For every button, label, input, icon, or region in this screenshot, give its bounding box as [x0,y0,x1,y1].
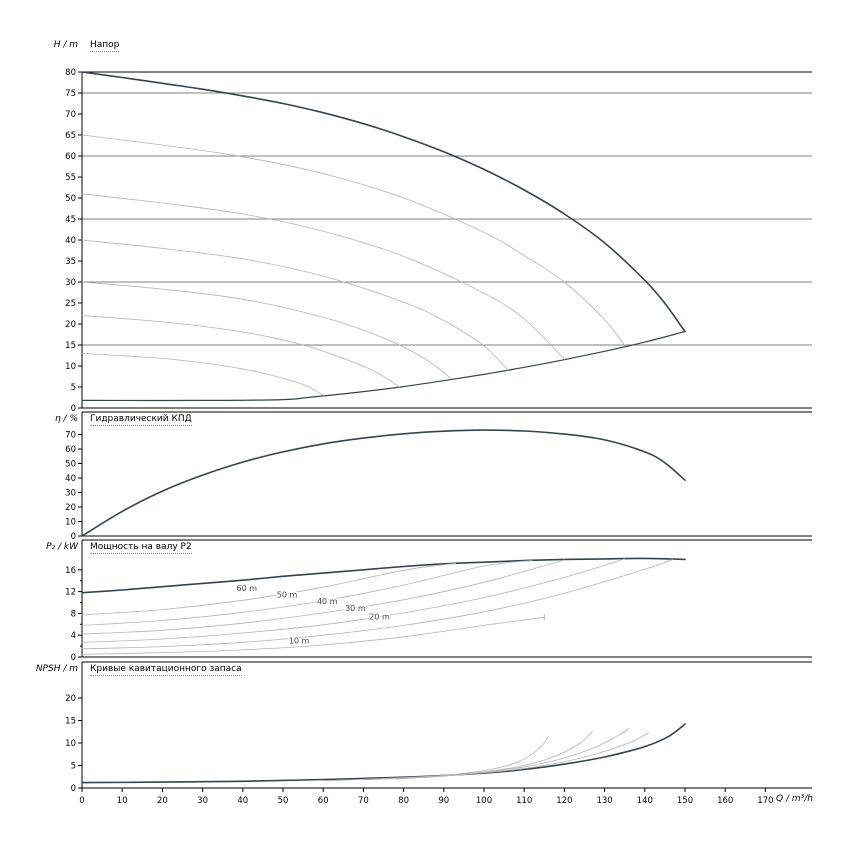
x-tick-label: 90 [438,796,449,806]
y-tick-label: 5 [71,762,76,772]
x-tick-label: 110 [516,796,532,806]
curve-efficiency [81,429,686,537]
y-tick-label: 30 [65,278,76,288]
x-tick-label: 20 [157,796,168,806]
curve-npsh-reduced-2 [363,730,593,781]
y-tick-label: 20 [65,694,76,704]
curve-label-power-30m: 30 m [345,604,366,613]
curve-label-power-10m: 10 m [289,636,310,645]
x-tick-label: 140 [637,796,653,806]
y-tick-label: 75 [65,89,76,99]
y-tick-label: 70 [65,110,76,120]
curve-label-power-20m: 20 m [369,612,390,621]
y-tick-label: 10 [65,518,76,528]
y-tick-label: 20 [65,503,76,513]
y-tick-label: 40 [65,236,76,246]
y-tick-label: 70 [65,431,76,441]
y-tick-label: 25 [65,299,76,309]
curve-power-20m [81,559,674,650]
power-axis-label: P₂ / kW [46,542,78,552]
x-tick-label: 30 [197,796,208,806]
curve-power-10m [81,616,545,655]
x-tick-label: 170 [757,796,773,806]
curve-max-speed-power [81,557,686,594]
x-tick-label: 130 [596,796,612,806]
curve-label-power-40m: 40 m [317,597,338,606]
x-tick-label: 40 [237,796,248,806]
y-tick-label: 55 [65,173,76,183]
efficiency-axis-label: η / % [54,414,78,424]
curve-speed-curve-22 [81,315,400,388]
x-tick-label: 120 [556,796,572,806]
y-tick-label: 12 [65,588,76,598]
curve-speed-curve-65 [81,134,626,346]
x-tick-label: 10 [117,796,128,806]
x-tick-label: 150 [677,796,693,806]
y-tick-label: 8 [71,609,76,619]
x-tick-label: 50 [278,796,289,806]
y-tick-label: 40 [65,474,76,484]
x-tick-label: 60 [318,796,329,806]
x-tick-label: 80 [398,796,409,806]
curve-speed-curve-51 [81,193,565,360]
y-tick-label: 80 [65,68,76,78]
y-tick-label: 0 [71,532,76,542]
y-tick-label: 16 [65,566,76,576]
curve-label-power-50m: 50 m [277,591,298,600]
curve-max-speed-head [81,71,686,333]
y-tick-label: 10 [65,362,76,372]
x-tick-label: 70 [358,796,369,806]
curve-speed-curve-13 [81,353,324,396]
y-tick-label: 0 [71,404,76,414]
y-tick-label: 50 [65,460,76,470]
y-tick-label: 50 [65,194,76,204]
curve-power-50m [81,560,533,626]
y-tick-label: 35 [65,257,76,267]
y-tick-label: 0 [71,653,76,663]
y-tick-label: 0 [71,784,76,794]
curve-power-30m [81,558,626,643]
head-panel-title: Напор [90,40,120,52]
y-tick-label: 15 [65,717,76,727]
curve-control-limit [81,331,686,402]
curve-speed-curve-40 [81,239,509,371]
y-tick-label: 45 [65,215,76,225]
y-tick-label: 60 [65,152,76,162]
y-tick-label: 65 [65,131,76,141]
y-tick-label: 10 [65,739,76,749]
curve-npsh-reduced-4 [423,732,650,778]
y-tick-label: 20 [65,320,76,330]
flow-axis-unit-label: Q / m³/h [776,794,813,804]
curve-npsh-reduced-1 [322,735,549,782]
curve-power-40m [81,559,565,635]
x-tick-label: 160 [717,796,733,806]
y-tick-label: 60 [65,445,76,455]
curve-label-power-60m: 60 m [237,584,258,593]
efficiency-panel-title: Гидравлический КПД [90,414,192,426]
y-tick-label: 4 [71,631,76,641]
curve-speed-curve-30 [81,281,453,380]
curve-power-60m [81,562,457,616]
power-panel-title: Мощность на валу P2 [90,542,192,554]
y-tick-label: 5 [71,383,76,393]
npsh-axis-label: NPSH / m [35,664,78,674]
x-tick-label: 100 [476,796,492,806]
x-tick-label: 0 [79,796,84,806]
head-axis-label: H / m [53,40,78,50]
y-tick-label: 30 [65,489,76,499]
npsh-panel-title: Кривые кавитационного запаса [90,664,242,676]
curve-npsh-max [81,723,686,784]
y-tick-label: 15 [65,341,76,351]
